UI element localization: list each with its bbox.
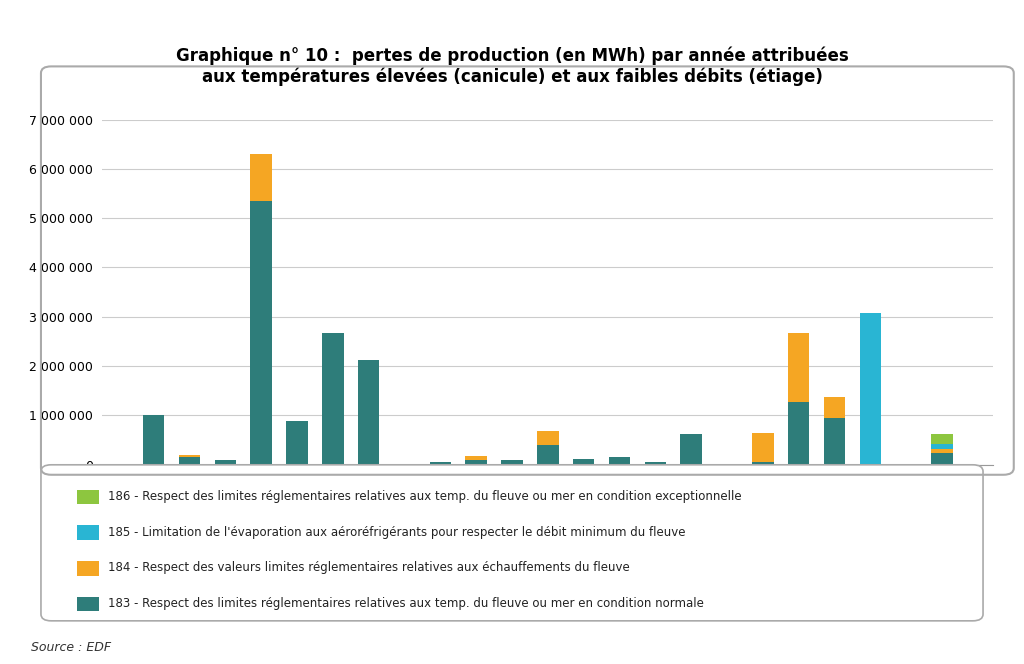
- Text: 185 - Limitation de l'évaporation aux aéroréfrigérants pour respecter le débit m: 185 - Limitation de l'évaporation aux aé…: [108, 526, 685, 539]
- Text: 183 - Respect des limites réglementaires relatives aux temp. du fleuve ou mer en: 183 - Respect des limites réglementaires…: [108, 597, 703, 610]
- Bar: [931, 448, 952, 454]
- Bar: [179, 457, 201, 465]
- Bar: [752, 433, 773, 462]
- Bar: [787, 402, 809, 465]
- Bar: [251, 154, 272, 201]
- Bar: [502, 460, 523, 465]
- Bar: [859, 313, 881, 465]
- Bar: [466, 460, 487, 465]
- Text: Source : EDF: Source : EDF: [31, 641, 111, 654]
- Bar: [608, 457, 630, 465]
- Bar: [430, 462, 452, 465]
- Bar: [466, 456, 487, 460]
- Text: 186 - Respect des limites réglementaires relatives aux temp. du fleuve ou mer en: 186 - Respect des limites réglementaires…: [108, 490, 741, 503]
- Bar: [358, 361, 380, 465]
- Bar: [931, 454, 952, 465]
- Bar: [931, 444, 952, 448]
- Bar: [251, 201, 272, 465]
- Bar: [572, 459, 594, 465]
- Text: 184 - Respect des valeurs limites réglementaires relatives aux échauffements du : 184 - Respect des valeurs limites réglem…: [108, 561, 630, 574]
- Bar: [680, 434, 701, 465]
- Bar: [215, 460, 237, 465]
- Bar: [538, 431, 558, 445]
- Bar: [287, 422, 308, 465]
- Bar: [931, 434, 952, 444]
- Bar: [538, 445, 558, 465]
- Bar: [823, 418, 845, 465]
- Bar: [787, 333, 809, 402]
- Bar: [823, 397, 845, 418]
- Text: Graphique n° 10 :  pertes de production (en MWh) par année attribuées
aux tempér: Graphique n° 10 : pertes de production (…: [176, 46, 848, 86]
- Bar: [644, 462, 666, 465]
- Bar: [179, 455, 201, 457]
- Bar: [323, 333, 344, 465]
- Bar: [143, 415, 165, 465]
- Bar: [752, 462, 773, 465]
